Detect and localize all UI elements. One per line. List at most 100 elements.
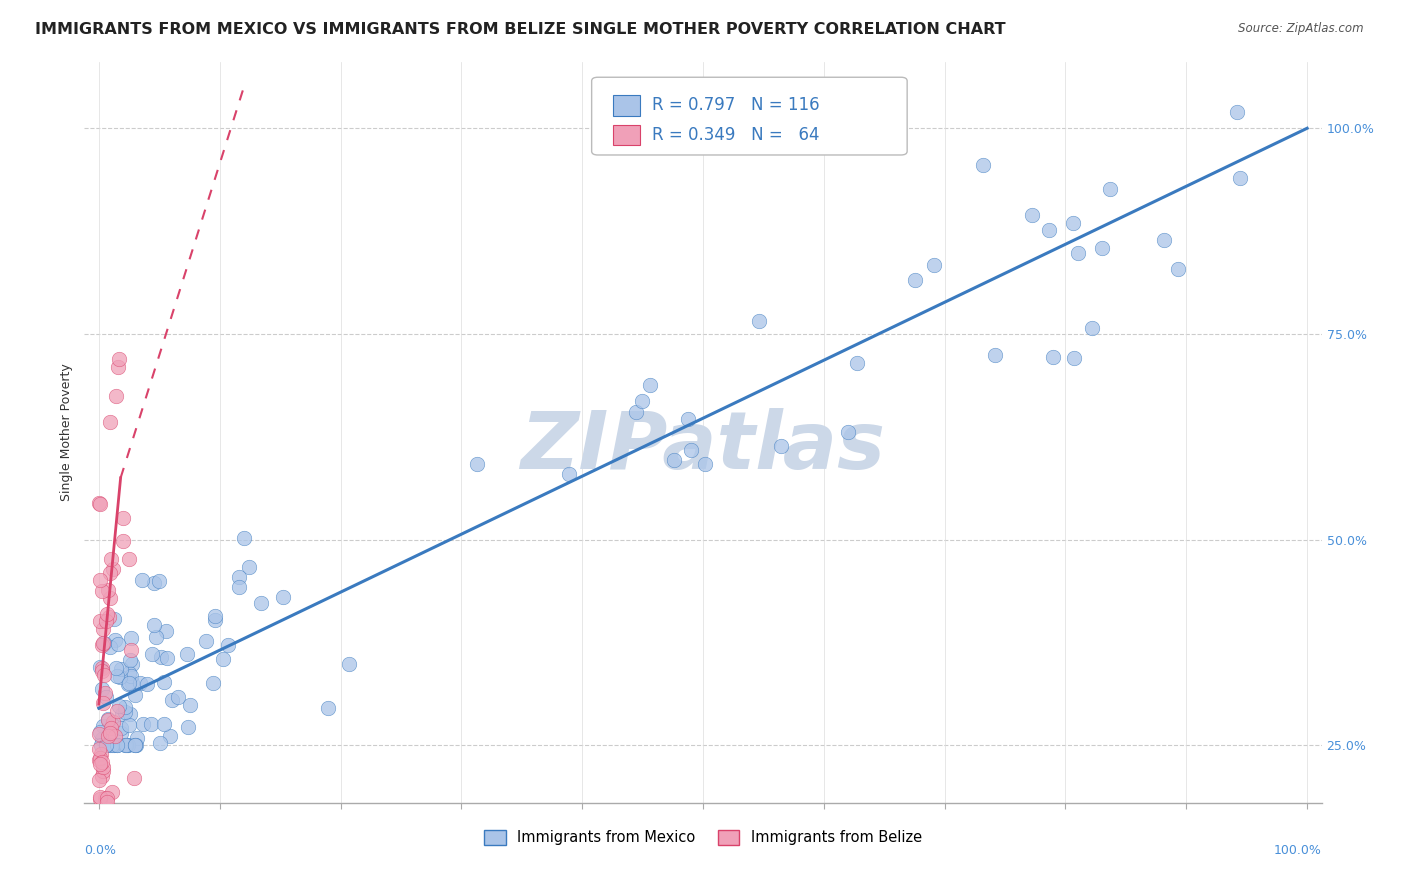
Point (121, 657, 143, 671)
Point (98, 640, 121, 655)
Point (159, 729, 181, 743)
Point (143, 618, 166, 632)
Point (624, 405, 647, 419)
Point (1021, 208, 1043, 222)
Point (98, 415, 121, 429)
Point (104, 389, 127, 403)
Point (100, 738, 122, 752)
Point (101, 738, 124, 752)
Point (94, 738, 117, 752)
Point (91, 805, 114, 819)
Point (91, 732, 114, 747)
Point (114, 700, 136, 714)
Point (121, 669, 143, 683)
Point (695, 457, 717, 471)
Point (101, 785, 124, 799)
Point (105, 704, 128, 718)
Point (93, 668, 115, 682)
Point (1067, 246, 1090, 260)
Point (110, 662, 132, 676)
Point (238, 559, 260, 574)
Point (271, 590, 294, 604)
Point (89, 833, 111, 847)
Text: Source: ZipAtlas.com: Source: ZipAtlas.com (1239, 22, 1364, 36)
Point (132, 717, 155, 731)
Point (904, 272, 927, 286)
Point (110, 726, 132, 740)
Point (100, 721, 122, 735)
Point (118, 653, 141, 667)
Point (845, 355, 868, 369)
Point (115, 738, 138, 752)
Point (125, 738, 148, 752)
Point (105, 738, 128, 752)
Text: R = 0.797   N = 116: R = 0.797 N = 116 (652, 96, 820, 114)
Point (96, 791, 118, 805)
Point (337, 657, 360, 672)
Y-axis label: Single Mother Poverty: Single Mother Poverty (59, 364, 73, 501)
Point (108, 698, 131, 713)
Point (204, 608, 226, 623)
Point (212, 651, 235, 665)
Point (112, 534, 135, 549)
Point (96, 795, 118, 809)
Point (90, 747, 112, 761)
Point (108, 670, 131, 684)
Point (250, 596, 273, 610)
Point (176, 647, 198, 661)
Point (108, 352, 131, 367)
Point (1167, 262, 1189, 277)
Point (1042, 350, 1064, 364)
Point (124, 738, 146, 752)
Point (679, 442, 702, 457)
Point (89, 497, 111, 511)
Point (1062, 216, 1084, 230)
Point (177, 720, 200, 734)
Point (91, 764, 114, 779)
Point (118, 675, 141, 690)
Point (104, 729, 127, 743)
Point (316, 701, 339, 715)
Point (1063, 351, 1085, 366)
Point (89, 615, 111, 629)
Point (118, 552, 141, 566)
Point (676, 411, 699, 425)
Point (111, 511, 134, 525)
Point (103, 715, 125, 730)
Point (103, 612, 125, 626)
Point (94, 690, 117, 705)
Point (117, 717, 139, 731)
Point (91, 864, 114, 879)
Point (91, 719, 114, 733)
Point (232, 531, 254, 545)
Point (228, 570, 250, 584)
Point (142, 575, 165, 590)
Point (145, 630, 167, 644)
Point (98, 591, 121, 605)
Point (94, 791, 117, 805)
Legend: Immigrants from Mexico, Immigrants from Belize: Immigrants from Mexico, Immigrants from … (478, 824, 928, 851)
Point (662, 453, 685, 467)
Point (94, 738, 117, 752)
Point (91, 682, 114, 697)
Bar (613, 125, 640, 145)
Point (107, 637, 129, 651)
Point (97, 712, 120, 726)
Point (117, 676, 139, 690)
Point (89, 751, 111, 765)
Point (156, 651, 179, 665)
Point (89, 742, 111, 756)
Point (89, 725, 111, 739)
Point (89, 496, 111, 510)
Point (131, 574, 153, 588)
Point (1091, 241, 1114, 255)
Point (1153, 233, 1175, 247)
Point (124, 738, 146, 752)
Point (120, 706, 142, 721)
Point (91, 769, 114, 783)
Point (89, 756, 111, 771)
Point (748, 314, 770, 328)
Point (120, 631, 142, 645)
Point (107, 360, 129, 375)
Point (98, 802, 121, 816)
